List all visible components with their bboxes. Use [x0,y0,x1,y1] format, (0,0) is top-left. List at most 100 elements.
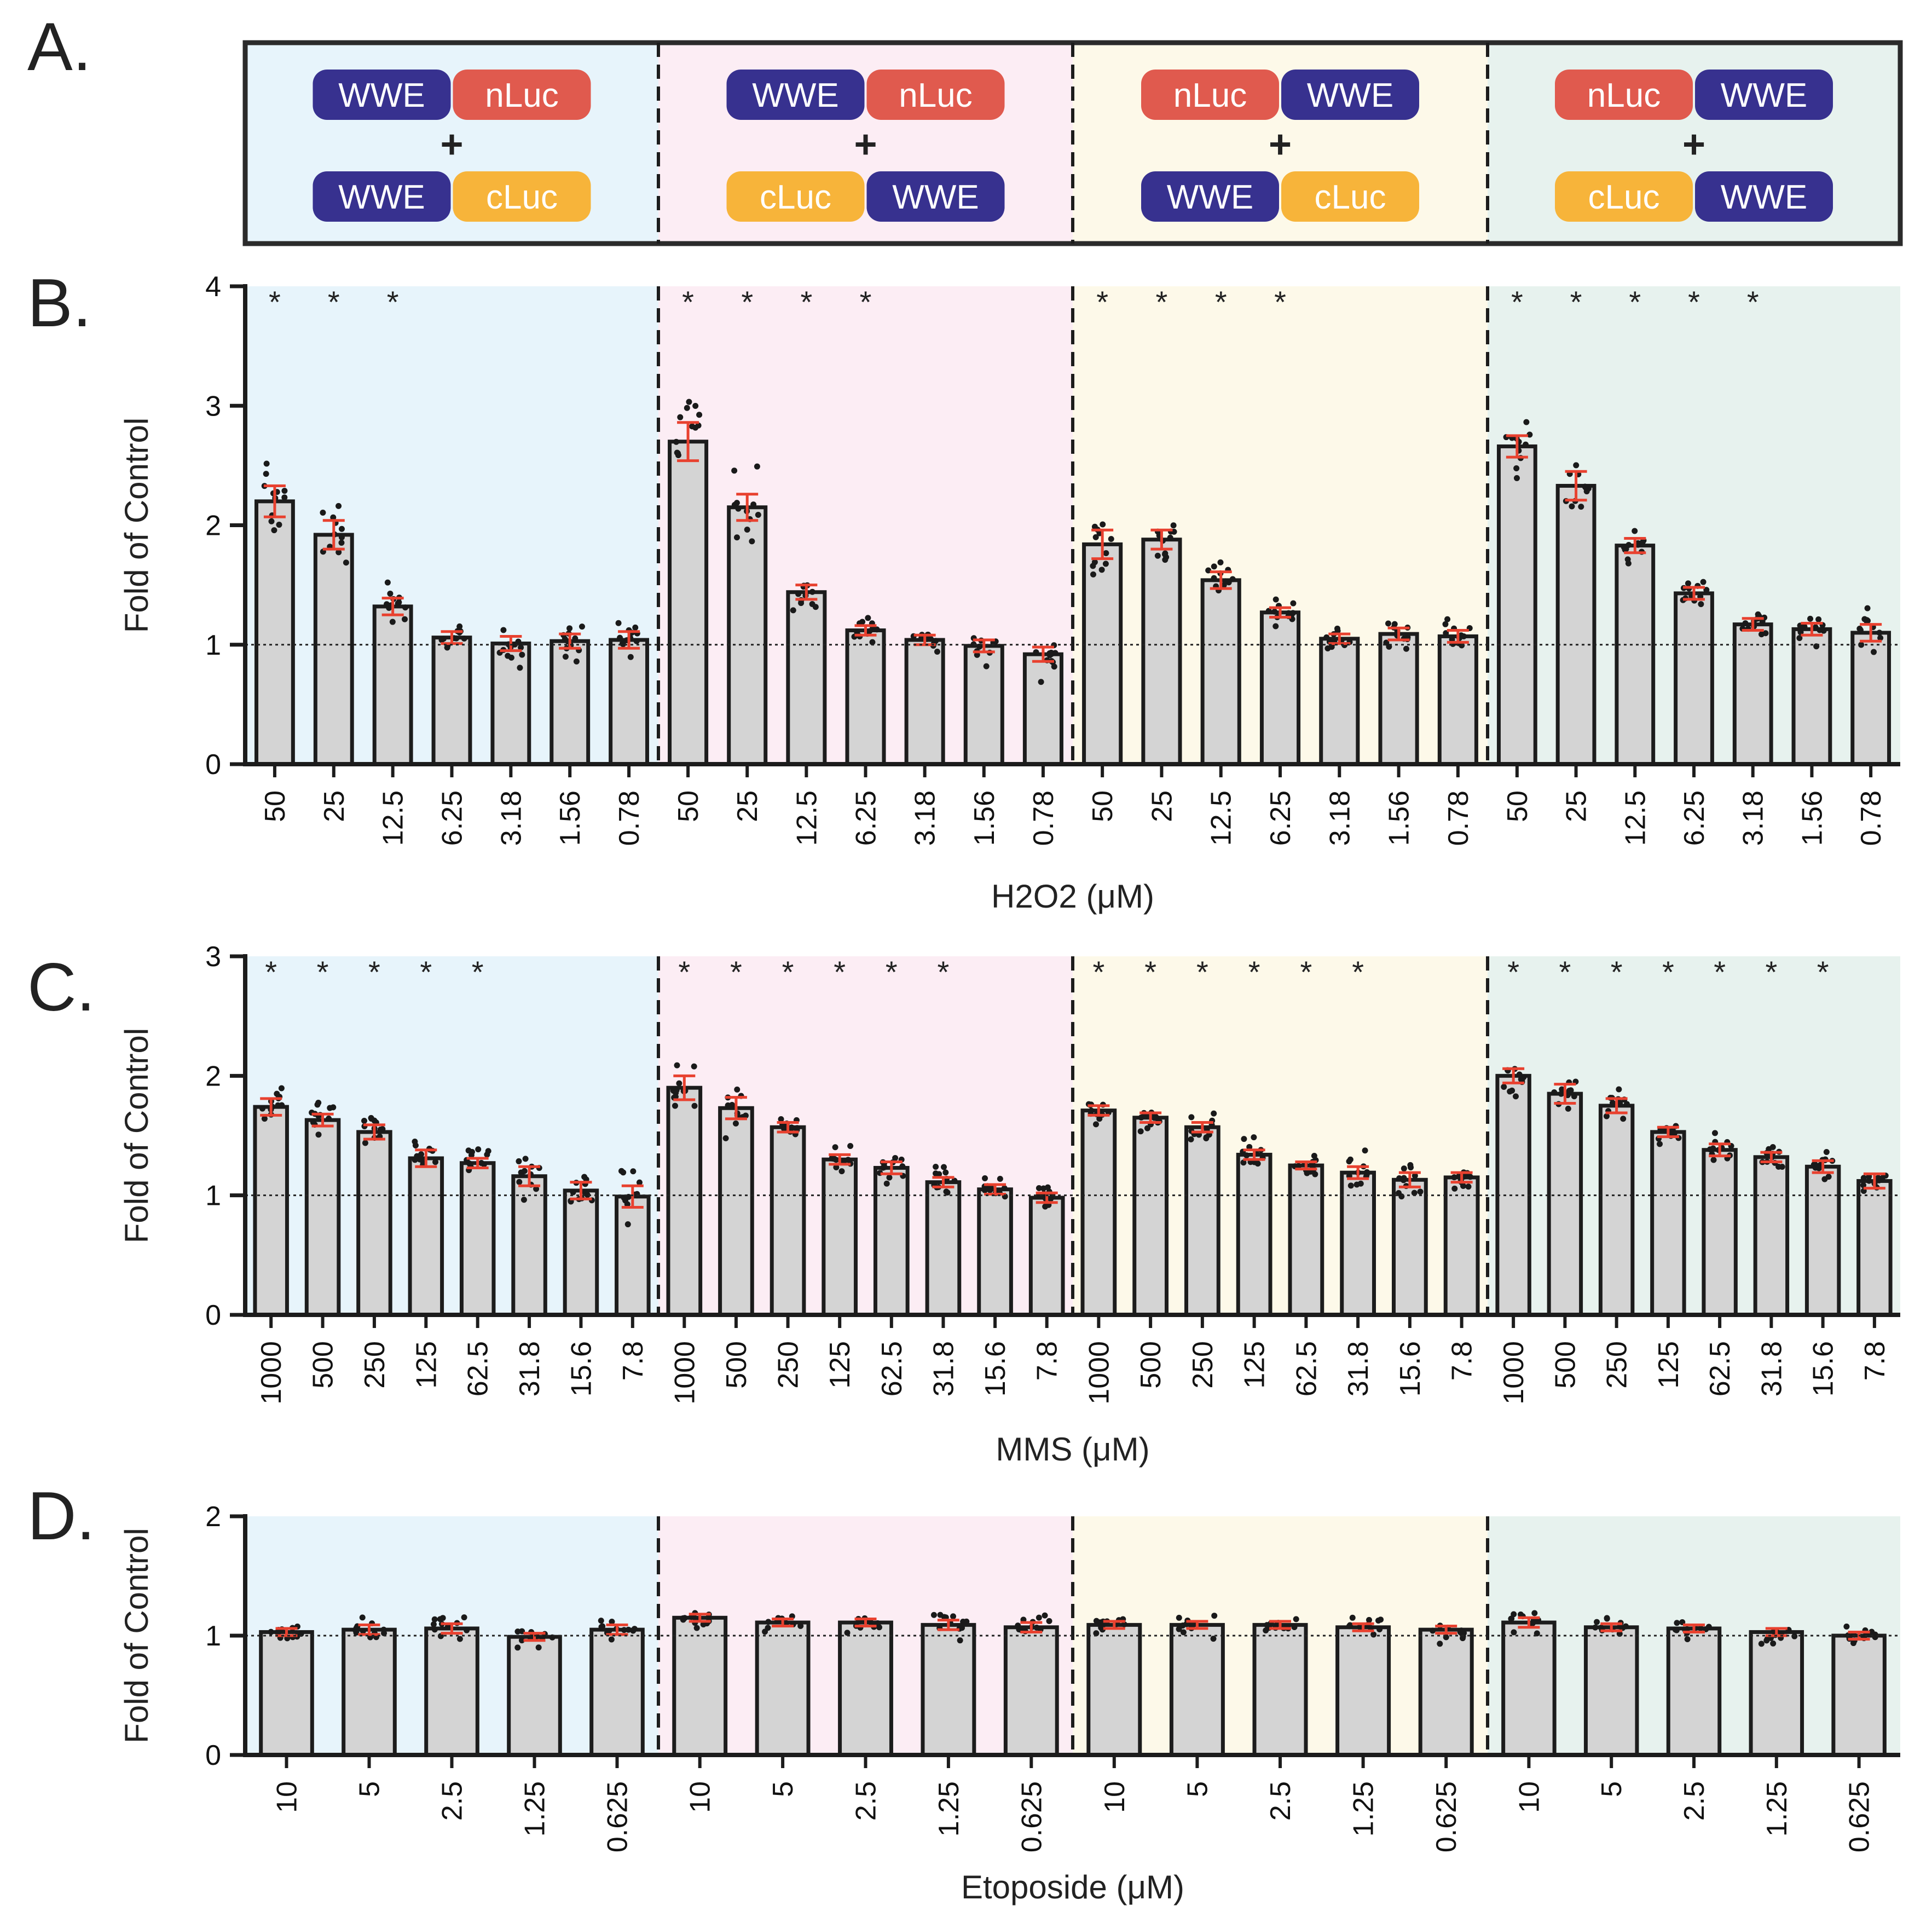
bar [1753,1155,1790,1317]
y-tick-label: 2 [205,1501,221,1533]
replicate-dot [795,591,802,597]
replicate-dot [1144,1125,1150,1131]
significance-star: * [1352,955,1364,989]
x-tick-label: 25 [732,790,763,822]
replicate-dot [1592,1624,1599,1631]
bar [1501,1620,1557,1757]
replicate-dot [1243,1152,1250,1159]
replicate-dot [1138,1115,1144,1121]
replicate-dot [1241,1136,1247,1142]
replicate-dot [1812,1164,1819,1171]
replicate-dot [733,534,740,541]
replicate-dot [1295,1163,1302,1169]
replicate-dot [431,1616,438,1622]
replicate-dot [1501,1084,1507,1090]
replicate-dot [533,1186,540,1192]
replicate-dot [1656,1141,1663,1147]
wwe-domain-label: WWE [1721,178,1807,216]
bar [1674,591,1714,766]
replicate-dot [1137,1128,1144,1135]
wwe-domain-label: WWE [338,178,425,216]
wwe-domain-label: WWE [1307,77,1393,114]
bar [668,440,709,766]
replicate-dot [520,1197,527,1203]
replicate-dot [310,1119,316,1125]
replicate-dot [1705,1624,1712,1630]
bar [921,1622,976,1757]
replicate-dot [831,1156,838,1162]
replicate-dot [1370,1631,1377,1638]
bar [666,1085,703,1317]
x-tick-label: 3.18 [910,790,941,846]
replicate-dot [983,663,990,669]
replicate-dot [515,638,522,645]
replicate-dot [1265,608,1272,614]
replicate-dot [619,640,626,647]
replicate-dot [881,1164,888,1170]
replicate-dot [633,638,640,644]
bar [1496,444,1537,766]
replicate-dot [573,658,580,665]
replicate-dot [1347,1156,1353,1163]
y-axis-title: Fold of Control [118,1528,155,1743]
x-tick-label: 25 [1146,790,1178,822]
replicate-dot [731,467,738,474]
bar [838,1620,893,1757]
replicate-dot [833,1164,840,1171]
replicate-dot [1412,1173,1418,1179]
bar [424,1626,479,1757]
nluc-domain-label: nLuc [485,77,558,114]
replicate-dot [1457,1629,1464,1635]
replicate-dot [1707,1146,1714,1153]
replicate-dot [1188,1136,1194,1142]
wwe-domain-pill [1695,171,1833,222]
x-tick-label: 2.5 [1679,1781,1710,1821]
replicate-dot [734,1086,741,1093]
replicate-dot [970,641,977,648]
x-tick-label: 15.6 [1808,1341,1840,1396]
replicate-dot [1357,1624,1363,1630]
bar [1022,652,1063,766]
bar [372,604,413,766]
x-tick-label: 500 [308,1341,339,1389]
replicate-dot [268,1629,274,1635]
bar [1288,1163,1324,1317]
nluc-domain-pill [1555,70,1693,120]
replicate-dot [259,1105,266,1112]
replicate-dot [271,527,277,534]
bar [1086,1622,1142,1757]
bar [977,1187,1013,1317]
bar [1615,544,1656,766]
replicate-dot [1240,1159,1247,1166]
y-tick-label: 4 [205,271,221,303]
x-tick-label: 6.25 [851,790,882,846]
wwe-domain-label: WWE [1721,77,1807,114]
replicate-dot [336,503,342,509]
replicate-dot [1763,1637,1770,1644]
replicate-dot [1797,627,1803,634]
replicate-dot [1001,1185,1008,1192]
replicate-dot [535,1644,542,1651]
replicate-dot [1190,1621,1197,1627]
replicate-dot [1323,634,1330,640]
bar [1583,1625,1639,1757]
replicate-dot [1430,1627,1436,1634]
replicate-dot [621,1194,627,1201]
replicate-dot [674,1062,680,1069]
replicate-dot [918,635,925,642]
chart-d-etoposide: 0 1 2 Fold of Control 10 5 2.5 1.25 0.625 10 5 2.5 1… [118,1501,1900,1906]
x-tick-label: 1.25 [1761,1781,1793,1837]
replicate-dot [377,1127,384,1133]
replicate-dot [430,1621,437,1627]
replicate-dot [519,651,525,658]
replicate-dot [620,1169,627,1176]
replicate-dot [1254,1160,1261,1167]
bar [1856,1179,1893,1317]
replicate-dot [362,1140,368,1146]
replicate-dot [1180,1629,1187,1636]
plus-sign: + [1682,123,1705,166]
significance-star: * [472,955,484,989]
y-tick-label: 3 [205,941,221,973]
x-tick-label: 62.5 [1704,1341,1736,1396]
replicate-dot [1210,1636,1217,1642]
